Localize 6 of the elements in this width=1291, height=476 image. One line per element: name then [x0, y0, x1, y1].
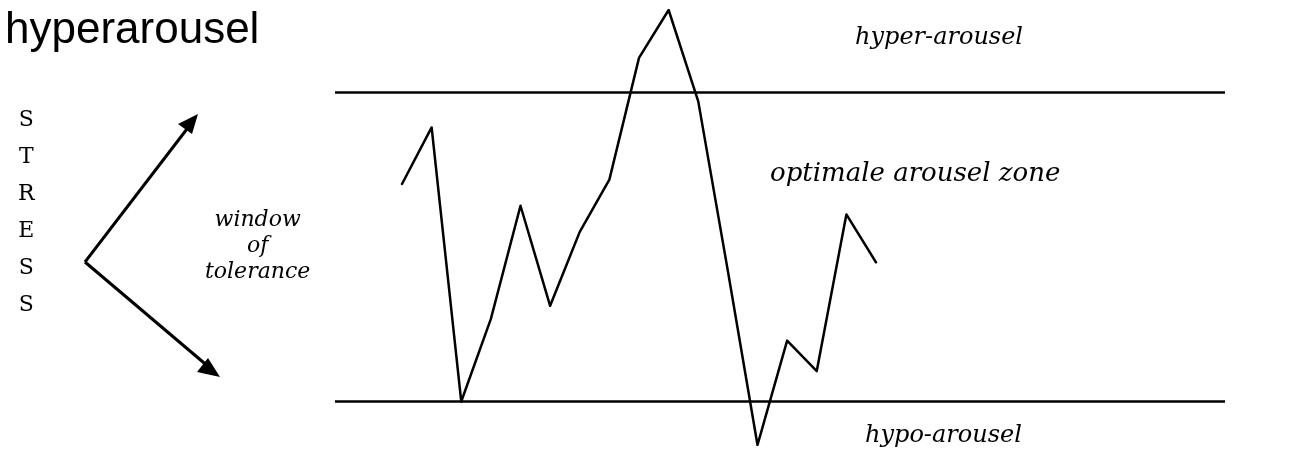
text: STRESS	[17, 106, 36, 316]
annotation: hypo-arousel	[865, 420, 1022, 448]
annotation: hyper-arousel	[855, 22, 1024, 50]
annotation: optimale arousel zone	[770, 157, 1061, 187]
chart-title: hyperarousel	[5, 2, 260, 52]
text: window of tolerance	[204, 205, 311, 283]
